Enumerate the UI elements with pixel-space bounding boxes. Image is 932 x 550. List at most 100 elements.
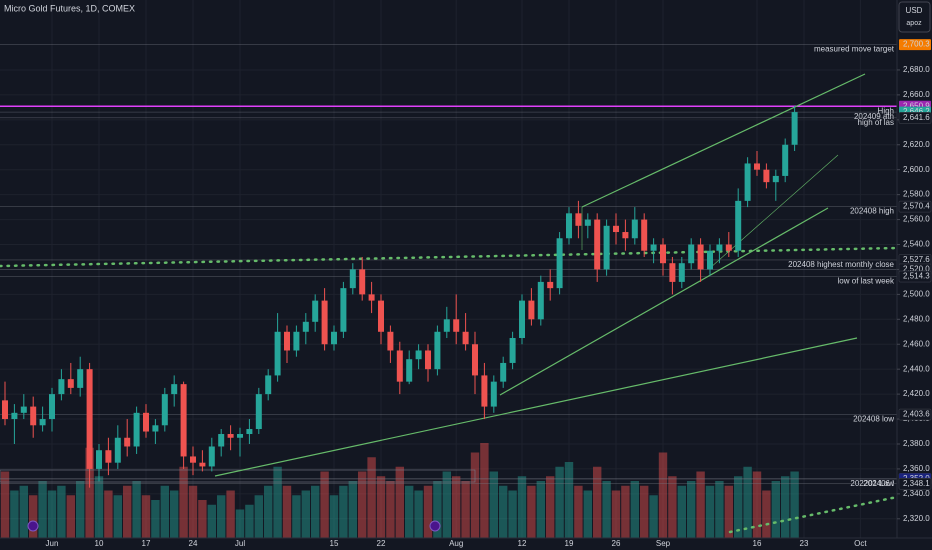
candle-body <box>716 244 723 251</box>
volume-bar <box>583 490 592 538</box>
candle-body <box>528 300 535 320</box>
candle-body <box>472 344 478 376</box>
x-tick-label: 22 <box>377 539 386 548</box>
x-tick-label: Aug <box>449 539 463 548</box>
price-badge <box>898 270 932 283</box>
y-tick-label: 2,460.0 <box>903 339 930 348</box>
volume-bar <box>217 495 226 538</box>
currency-box[interactable] <box>898 1 931 33</box>
candle-body <box>67 379 74 388</box>
volume-bar <box>762 490 771 538</box>
candle-body <box>208 446 215 467</box>
candle-body <box>415 350 422 360</box>
currency[interactable]: USD <box>906 6 923 15</box>
volume-bar <box>395 466 404 538</box>
volume-bar <box>668 476 677 538</box>
volume-bar <box>574 485 583 538</box>
candle-body <box>218 434 225 447</box>
candle-body <box>302 321 309 332</box>
candle-body <box>11 412 18 420</box>
range-box <box>0 469 476 483</box>
candle-body <box>772 175 779 183</box>
x-tick-label: Sep <box>656 539 671 548</box>
x-tick-label: 16 <box>753 539 762 548</box>
y-tick-label: 2,340.0 <box>903 489 930 498</box>
volume-bar <box>734 476 743 538</box>
y-tick-label: 2,580.0 <box>903 190 930 199</box>
candle-body <box>39 419 46 426</box>
candle-body <box>396 350 403 382</box>
candle-body <box>114 437 121 463</box>
volume-bar <box>94 476 104 538</box>
volume-bar <box>141 495 151 538</box>
user[interactable]: apoz <box>906 20 922 27</box>
event-icon[interactable] <box>27 520 39 532</box>
candle-body <box>425 350 431 370</box>
volume-bar <box>687 481 696 538</box>
volume-bar <box>198 500 207 538</box>
volume-bar <box>470 452 480 538</box>
volume-bar <box>696 471 705 538</box>
candle-body <box>199 462 206 467</box>
y-tick-label: 2,500.0 <box>903 289 930 298</box>
candle-body <box>86 369 93 469</box>
volume-bar <box>658 452 668 538</box>
y-tick-label: 2,360.0 <box>903 464 930 473</box>
y-tick-label: 2,600.0 <box>903 165 930 174</box>
volume-bar <box>724 485 733 538</box>
volume-bar <box>630 481 639 538</box>
level-label: measured move target <box>814 45 895 54</box>
candle-body <box>744 163 751 201</box>
volume-bar <box>367 457 376 538</box>
candle-body <box>791 112 798 145</box>
volume-bar <box>386 481 395 538</box>
candle-body <box>735 200 742 251</box>
volume-bar <box>207 504 216 538</box>
volume-bar <box>179 466 188 538</box>
volume-bar <box>743 466 752 538</box>
volume-bar <box>452 476 461 538</box>
candle-body <box>321 300 328 345</box>
level-label: High <box>878 106 894 115</box>
volume-bar <box>752 471 762 538</box>
candle-body <box>180 384 187 457</box>
volume-bar <box>132 481 141 538</box>
candle-body <box>284 331 290 351</box>
volume-bar <box>611 490 621 538</box>
x-tick-label: 19 <box>565 539 574 548</box>
volume-bar <box>188 485 198 538</box>
trend-lines <box>0 73 899 534</box>
volume-bar <box>320 471 329 538</box>
volume-bar <box>226 490 235 538</box>
event-icon[interactable] <box>429 520 441 532</box>
candle-body <box>434 331 441 370</box>
volume-bar <box>536 481 545 538</box>
volume-bar <box>66 495 75 538</box>
candle-body <box>96 450 102 469</box>
volume-bar <box>414 490 423 538</box>
volume-bar <box>29 495 38 538</box>
volume-bar <box>282 485 292 538</box>
volume-bar <box>170 490 179 538</box>
candle-body <box>30 406 37 426</box>
candle-body <box>2 400 8 420</box>
candle-body <box>227 434 234 438</box>
candle-body <box>387 331 394 351</box>
y-tick-label: 2,540.0 <box>903 240 930 249</box>
candle-body <box>763 169 770 183</box>
price-badge-label: 2,348.1 <box>903 479 930 488</box>
candle-body <box>669 263 676 282</box>
candle-body <box>349 269 356 289</box>
volume-bar <box>546 476 555 538</box>
level-label: 202408 high <box>850 207 894 216</box>
candle-body <box>368 294 375 301</box>
candle-body <box>519 300 525 339</box>
candle-body <box>152 425 159 432</box>
channel-upper <box>581 73 866 208</box>
volume-bar <box>19 485 28 538</box>
candle-body <box>58 379 65 395</box>
level-label: 202408 low <box>853 415 894 424</box>
